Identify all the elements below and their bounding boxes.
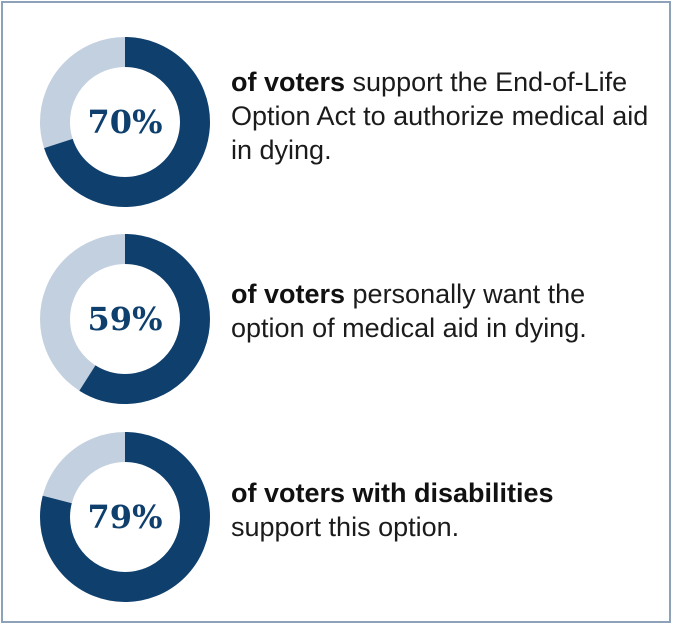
percent-label-1: 70% (87, 103, 163, 141)
donut-value-2 (40, 234, 210, 404)
caption-rest-3: support this option. (231, 512, 460, 542)
caption-rest-2: personally want the option of medical ai… (231, 279, 587, 343)
caption-bold-2: of voters (231, 279, 346, 309)
caption-bold-3: of voters with disabilities (231, 478, 554, 508)
percent-label-2: 59% (87, 300, 163, 338)
donut-svg-3 (40, 432, 210, 602)
stat-caption-1: of voters support the End-of-Life Option… (231, 65, 651, 167)
percent-label-3: 79% (87, 498, 163, 536)
donut-svg-1 (40, 37, 210, 207)
caption-rest-1: support the End-of-Life Option Act to au… (231, 67, 649, 165)
donut-value-3 (40, 432, 210, 602)
stat-row-2: 59% of voters personally want the option… (3, 234, 669, 404)
donut-svg-2 (40, 234, 210, 404)
stat-caption-3: of voters with disabilities support this… (231, 476, 651, 544)
donut-chart-2: 59% (40, 234, 210, 404)
infographic-frame: 70% of voters support the End-of-Life Op… (1, 1, 671, 623)
donut-chart-1: 70% (40, 37, 210, 207)
stat-row-3: 79% of voters with disabilities support … (3, 432, 669, 602)
stat-row-1: 70% of voters support the End-of-Life Op… (3, 37, 669, 207)
stat-caption-2: of voters personally want the option of … (231, 277, 651, 345)
donut-value-1 (40, 37, 210, 207)
donut-chart-3: 79% (40, 432, 210, 602)
caption-bold-1: of voters (231, 67, 346, 97)
